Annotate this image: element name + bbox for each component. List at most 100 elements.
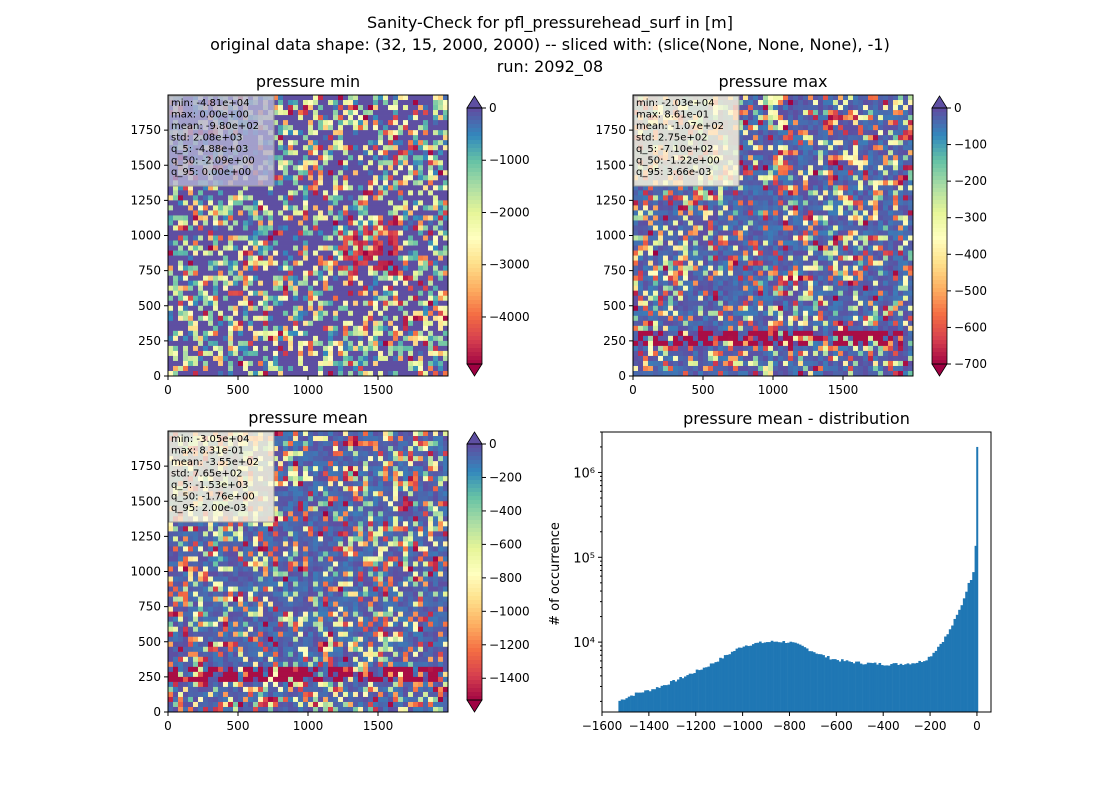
heatmap-cell (278, 360, 284, 367)
colorbar-segment (467, 248, 482, 253)
heatmap-cell (748, 170, 754, 176)
heatmap-cell (318, 260, 324, 267)
heatmap-cell (783, 195, 789, 201)
heatmap-cell (413, 255, 419, 261)
heatmap-cell (728, 230, 734, 236)
heatmap-cell (178, 205, 184, 211)
heatmap-cell (418, 225, 424, 231)
heatmap-cell (443, 175, 449, 181)
heatmap-cell (373, 310, 379, 317)
heatmap-cell (443, 340, 449, 347)
heatmap-cell (273, 360, 279, 367)
heatmap-cell (648, 240, 654, 246)
heatmap-cell (703, 265, 709, 272)
heatmap-cell (723, 340, 729, 347)
heatmap-cell (278, 300, 284, 307)
heatmap-cell (338, 245, 344, 251)
heatmap-cell (393, 190, 399, 196)
heatmap-cell (633, 340, 639, 347)
heatmap-cell (308, 300, 314, 307)
heatmap-cell (668, 290, 674, 297)
heatmap-cell (178, 365, 184, 372)
heatmap-cell (353, 120, 359, 126)
heatmap-cell (168, 215, 174, 221)
heatmap-cell (733, 280, 739, 287)
heatmap-cell (253, 220, 259, 226)
heatmap-cell (683, 190, 689, 196)
heatmap-cell (333, 150, 339, 156)
heatmap-cell (278, 270, 284, 277)
heatmap-cell (778, 250, 784, 256)
heatmap-cell (168, 240, 174, 246)
heatmap-cell (398, 130, 404, 136)
heatmap-cell (428, 355, 434, 362)
heatmap-cell (193, 210, 199, 216)
heatmap-cell (363, 320, 369, 327)
heatmap-cell (333, 295, 339, 302)
heatmap-cell (233, 345, 239, 352)
heatmap-cell (438, 330, 444, 337)
heatmap-cell (223, 250, 229, 256)
heatmap-cell (668, 235, 674, 241)
heatmap-cell (668, 320, 674, 327)
heatmap-cell (373, 325, 379, 332)
heatmap-cell (643, 365, 649, 372)
heatmap-cell (393, 230, 399, 236)
heatmap-cell (783, 350, 789, 357)
heatmap-cell (198, 345, 204, 352)
heatmap-cell (273, 230, 279, 236)
heatmap-cell (348, 345, 354, 352)
heatmap-cell (303, 360, 309, 367)
heatmap-cell (313, 155, 319, 161)
heatmap-cell (718, 235, 724, 241)
heatmap-cell (768, 315, 774, 322)
heatmap-cell (633, 305, 639, 312)
heatmap-cell (178, 250, 184, 256)
heatmap-cell (283, 175, 289, 181)
heatmap-cell (213, 300, 219, 307)
heatmap-cell (693, 235, 699, 241)
heatmap-cell (763, 365, 769, 372)
colorbar-tick-label: −2000 (489, 205, 530, 219)
heatmap-cell (668, 255, 674, 261)
heatmap-cell (418, 215, 424, 221)
heatmap-cell (643, 210, 649, 216)
heatmap-cell (173, 240, 179, 246)
heatmap-cell (408, 225, 414, 231)
heatmap-cell (678, 365, 684, 372)
heatmap-cell (428, 230, 434, 236)
heatmap-cell (393, 355, 399, 362)
heatmap-cell (258, 350, 264, 357)
heatmap-cell (703, 365, 709, 372)
heatmap-cell (243, 310, 249, 317)
heatmap-cell (743, 290, 749, 297)
heatmap-cell (443, 220, 449, 226)
heatmap-cell (773, 350, 779, 357)
heatmap-cell (373, 95, 379, 101)
heatmap-cell (418, 140, 424, 146)
heatmap-cell (238, 290, 244, 297)
heatmap-cell (638, 315, 644, 322)
heatmap-cell (428, 235, 434, 241)
heatmap-cell (753, 175, 759, 181)
heatmap-cell (263, 215, 269, 221)
heatmap-cell (298, 345, 304, 352)
heatmap-cell (783, 135, 789, 141)
heatmap-cell (443, 240, 449, 246)
heatmap-cell (323, 130, 329, 136)
heatmap-cell (273, 140, 279, 146)
heatmap-cell (193, 355, 199, 362)
heatmap-cell (653, 360, 659, 367)
heatmap-cell (703, 350, 709, 357)
heatmap-cell (773, 300, 779, 307)
colorbar-segment (467, 240, 482, 245)
heatmap-cell (753, 200, 759, 206)
heatmap-cell (288, 250, 294, 256)
heatmap-cell (663, 190, 669, 196)
heatmap-cell (638, 280, 644, 287)
heatmap-cell (178, 330, 184, 337)
heatmap-cell (423, 210, 429, 216)
heatmap-cell (248, 365, 254, 372)
heatmap-cell (718, 260, 724, 267)
